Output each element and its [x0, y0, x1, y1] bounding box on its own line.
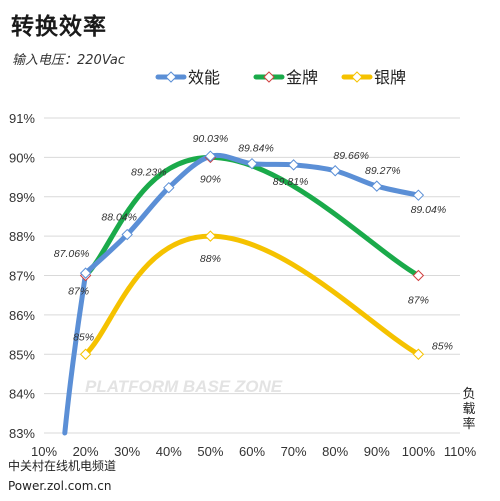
y-axis-ticks: 83% 84% 85% 86% 87% 88% 89% 90% 91% [9, 111, 35, 441]
data-label: 89.23% [131, 167, 167, 179]
x-tick-label: 40% [156, 444, 182, 459]
data-label: 89.04% [411, 204, 447, 216]
x-tick-label: 50% [197, 444, 223, 459]
series-line-2 [83, 233, 421, 357]
data-point-marker [79, 267, 92, 279]
legend-marker [351, 71, 363, 83]
x-tick-label: 60% [239, 444, 265, 459]
data-point-marker [163, 181, 175, 194]
legend-label: 效能 [188, 68, 220, 87]
y-tick-label: 88% [9, 229, 35, 244]
y-tick-label: 91% [9, 111, 35, 126]
x-axis-label-char: 载 [462, 402, 475, 417]
grid-lines [44, 117, 460, 434]
data-label: 85% [73, 331, 94, 343]
legend-marker [263, 71, 275, 83]
data-label: 88% [200, 253, 221, 265]
x-tick-label: 110% [444, 444, 477, 459]
y-tick-label: 84% [9, 387, 35, 402]
data-point-marker [412, 189, 425, 201]
y-tick-label: 86% [9, 308, 35, 323]
footer-source: 中关村在线机电频道 [8, 459, 117, 473]
data-label: 89.84% [238, 143, 274, 155]
x-tick-label: 80% [322, 444, 348, 459]
data-label: 89.81% [273, 176, 309, 188]
footer-site: Power.zol.com.cn [8, 479, 112, 493]
data-point-marker [329, 165, 341, 177]
data-point-marker [371, 180, 383, 192]
x-axis-label-char: 率 [462, 416, 475, 432]
y-tick-label: 89% [9, 190, 35, 205]
legend-label: 金牌 [286, 68, 318, 87]
footer: 中关村在线机电频道 Power.zol.com.cn [8, 456, 116, 496]
data-label: 87% [408, 295, 429, 307]
x-tick-label: 70% [281, 444, 307, 459]
watermark: PLATFORM BASE ZONE [85, 377, 283, 396]
data-point-marker [79, 348, 92, 360]
data-labels: 87.06% 88.04% 89.23% 90.03% 89.84% 89.81% 89.6… [54, 133, 453, 352]
chart-subtitle: 输入电压：220Vac [12, 53, 125, 68]
x-axis-label-char: 负 [462, 387, 475, 402]
data-point-marker [204, 150, 217, 162]
x-axis-ticks: 10% 20% 30% 40% 50% 60% 70% 80% 90% 100% 110% [31, 444, 477, 459]
data-label: 90% [200, 173, 221, 185]
y-tick-label: 87% [9, 269, 35, 284]
y-tick-label: 90% [9, 150, 35, 165]
x-tick-label: 20% [73, 444, 99, 459]
data-label: 87% [68, 286, 89, 298]
data-point-marker [287, 159, 300, 171]
chart-title: 转换效率 [11, 14, 107, 40]
x-tick-label: 10% [31, 444, 57, 459]
x-axis-label: 负载率 [462, 387, 475, 432]
data-label: 88.04% [101, 212, 137, 224]
data-label: 87.06% [54, 248, 90, 260]
data-label: 89.27% [365, 165, 401, 177]
data-point-marker [412, 269, 425, 282]
series-markers [79, 150, 425, 360]
data-point-marker [204, 230, 217, 242]
x-tick-label: 30% [114, 444, 140, 459]
data-point-marker [121, 228, 133, 241]
x-tick-label: 100% [402, 444, 436, 459]
data-label: 90.03% [193, 133, 229, 145]
x-tick-label: 90% [364, 444, 390, 459]
legend-marker [165, 71, 177, 83]
legend: 效能 金牌 银牌 [155, 68, 406, 87]
y-tick-label: 85% [9, 347, 35, 362]
legend-label: 银牌 [374, 68, 406, 87]
y-tick-label: 83% [9, 426, 35, 441]
data-label: 89.66% [333, 150, 369, 162]
data-label: 85% [432, 340, 453, 352]
data-point-marker [246, 157, 258, 170]
data-point-marker [412, 348, 425, 360]
watermark-text: PLATFORM BASE ZONE [85, 377, 283, 396]
